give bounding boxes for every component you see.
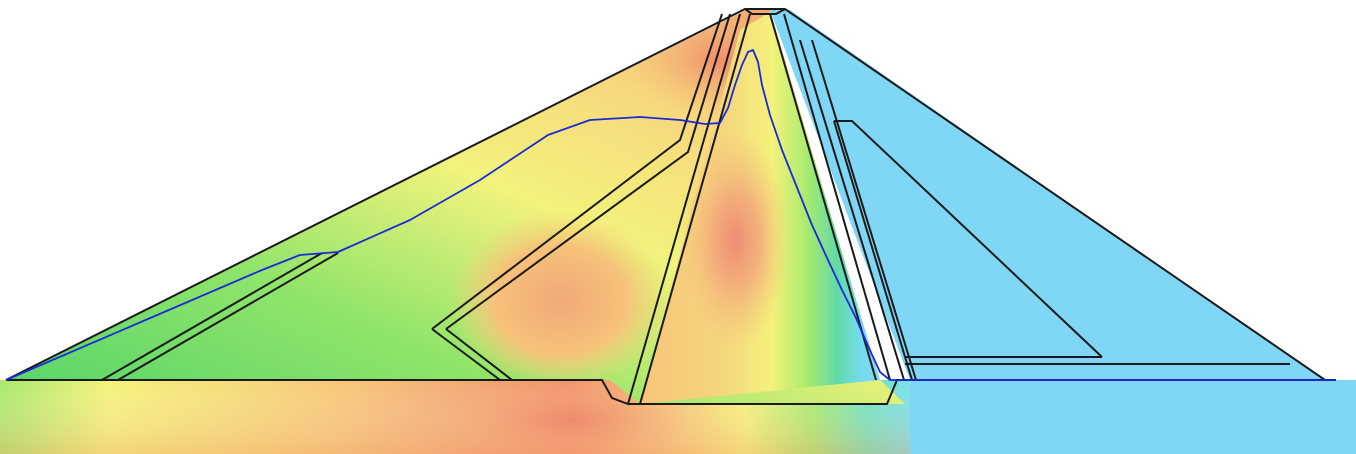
phreatic-line	[5, 49, 1336, 381]
clay-core	[640, 12, 880, 404]
downstream-shell	[770, 10, 1325, 380]
zone-outlines	[5, 8, 1336, 405]
